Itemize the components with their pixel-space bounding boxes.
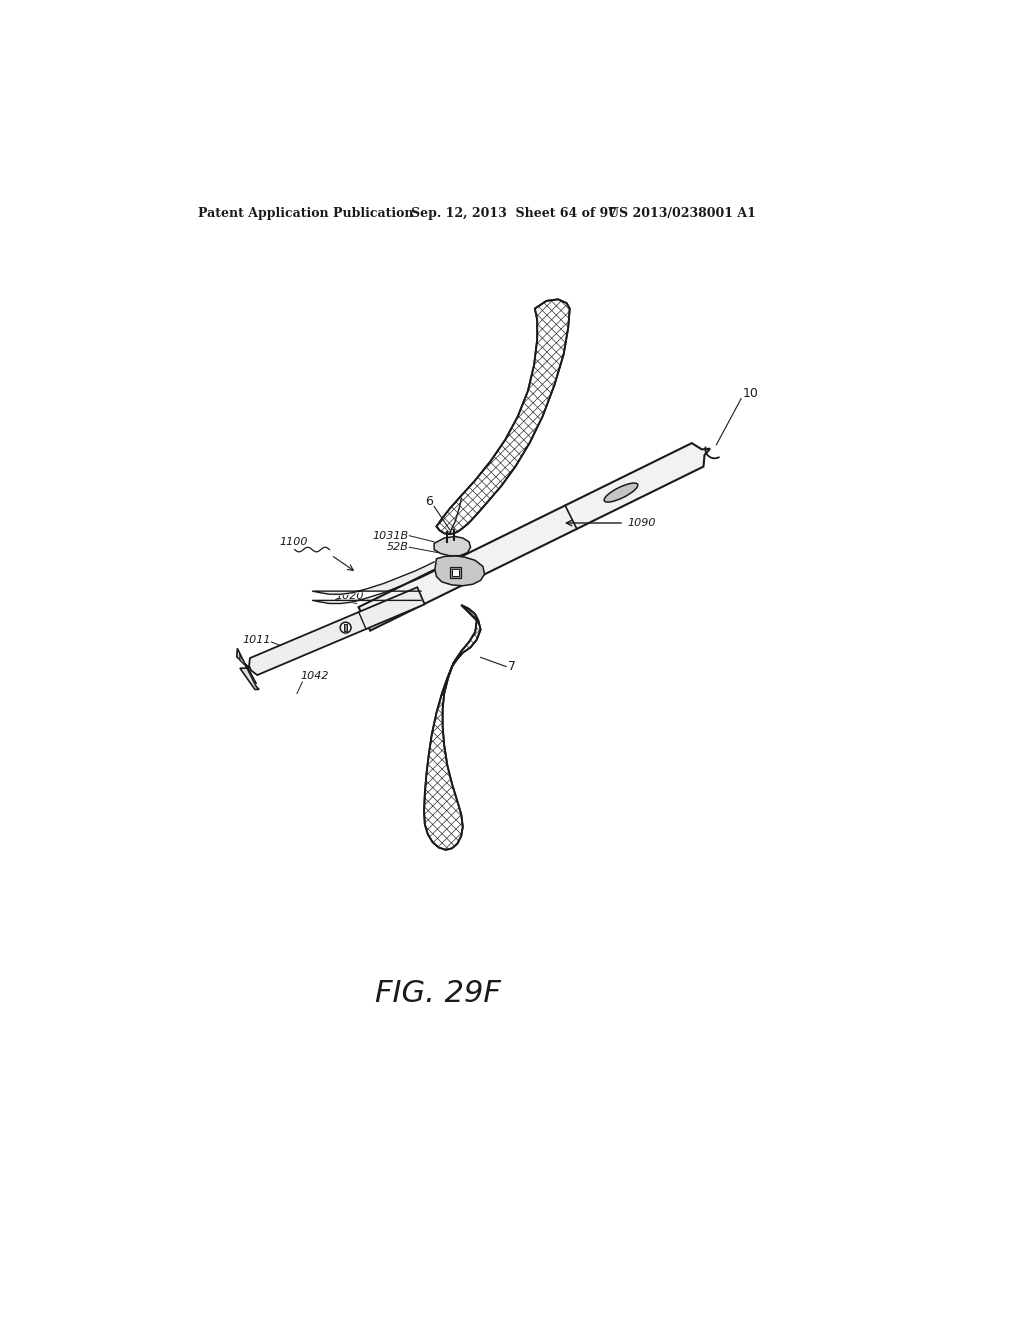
Circle shape	[340, 622, 351, 634]
Polygon shape	[450, 566, 461, 578]
Text: 52B: 52B	[387, 543, 409, 552]
Bar	[344, 624, 347, 631]
Polygon shape	[435, 556, 484, 586]
Text: US 2013/0238001 A1: US 2013/0238001 A1	[608, 207, 757, 220]
Polygon shape	[358, 444, 710, 631]
Polygon shape	[434, 536, 471, 556]
Polygon shape	[240, 653, 257, 684]
Polygon shape	[452, 569, 459, 576]
Text: 6: 6	[425, 495, 432, 508]
Text: Sep. 12, 2013  Sheet 64 of 97: Sep. 12, 2013 Sheet 64 of 97	[411, 207, 616, 220]
Text: 7: 7	[508, 660, 516, 673]
Text: 1090: 1090	[628, 517, 656, 528]
Text: 1011: 1011	[243, 635, 271, 644]
Text: Patent Application Publication: Patent Application Publication	[198, 207, 414, 220]
Polygon shape	[436, 300, 569, 535]
Text: 10: 10	[742, 387, 759, 400]
Text: FIG. 29F: FIG. 29F	[375, 979, 501, 1008]
Text: 1042: 1042	[300, 671, 329, 681]
Ellipse shape	[604, 483, 638, 502]
Polygon shape	[237, 648, 259, 689]
Text: 1031B: 1031B	[373, 531, 409, 541]
Text: 1100: 1100	[280, 537, 307, 546]
Polygon shape	[424, 605, 480, 850]
Polygon shape	[249, 587, 425, 675]
Text: 1020: 1020	[336, 591, 365, 601]
